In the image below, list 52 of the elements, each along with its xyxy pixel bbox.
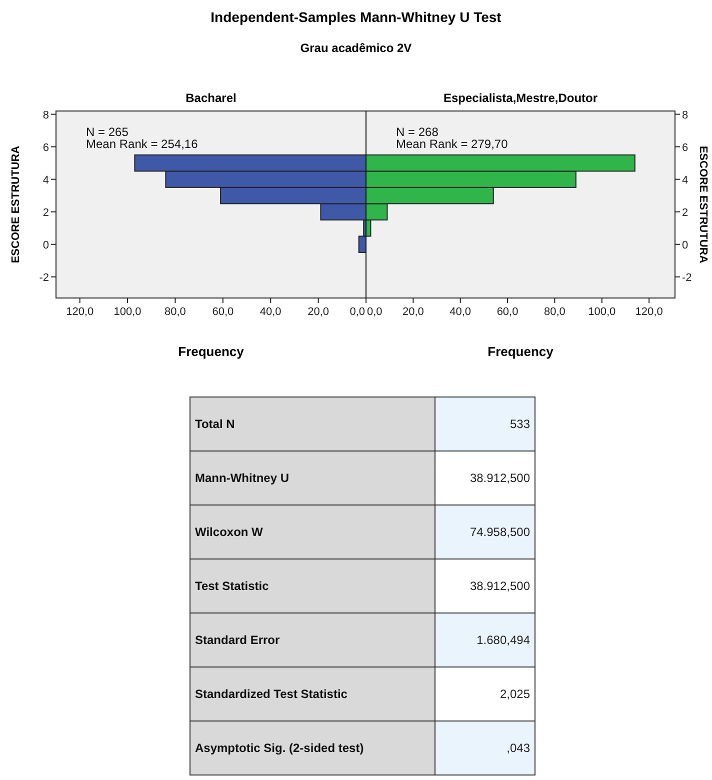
y-tick-label: -2 (682, 272, 692, 284)
category-label: Total N (195, 417, 235, 431)
category-label: Asymptotic Sig. (2-sided test) (195, 741, 364, 755)
category-label: Standardized Test Statistic (195, 687, 348, 701)
annotation: Mean Rank = 279,70 (396, 137, 508, 151)
x-tick-label: 100,0 (114, 306, 142, 318)
chart-title: Bacharel (186, 91, 236, 105)
x-tick-label: 40,0 (260, 306, 282, 318)
x-tick-label: 100,0 (588, 306, 616, 318)
category-label: Wilcoxon W (195, 525, 264, 539)
x-tick-label: 0,0 (350, 306, 365, 318)
x-tick-label: 120,0 (66, 306, 94, 318)
x-axis-title: Frequency (178, 344, 245, 359)
text: 74.958,500 (470, 525, 530, 539)
category-label: Mann-Whitney U (195, 471, 289, 485)
text: 533 (510, 417, 530, 431)
y-tick-label: 6 (42, 142, 49, 154)
y-axis-title: ESCORE ESTRUTURA (697, 146, 709, 264)
y-tick-label: 8 (682, 109, 688, 122)
chart-title: Especialista,Mestre,Doutor (443, 91, 598, 105)
annotation: Mean Rank = 254,16 (86, 137, 198, 151)
annotation: N = 268 (396, 125, 439, 139)
x-tick-label: 60,0 (496, 306, 518, 318)
text: 38.912,500 (470, 471, 530, 485)
y-tick-label: -2 (39, 272, 49, 284)
category-label: Standard Error (195, 633, 280, 647)
text: Independent-Samples Mann-Whitney U Test (210, 9, 502, 25)
text: Grau acadêmico 2V (300, 41, 412, 55)
y-tick-label: 2 (682, 206, 688, 219)
x-axis-title: Frequency (488, 344, 554, 359)
text: ,043 (506, 741, 530, 755)
y-axis-title: ESCORE ESTRUTURA (10, 146, 22, 264)
x-tick-label: 0,0 (367, 306, 382, 318)
x-tick-label: 60,0 (212, 306, 234, 318)
text: 2,025 (500, 687, 530, 701)
x-tick-label: 120,0 (635, 306, 663, 318)
y-tick-label: 6 (682, 142, 688, 154)
text: 1.680,494 (476, 633, 530, 647)
y-tick-label: 0 (682, 239, 688, 252)
y-tick-label: 8 (42, 109, 49, 122)
y-tick-label: 4 (682, 174, 688, 186)
y-tick-label: 4 (42, 174, 49, 186)
x-tick-label: 20,0 (308, 306, 330, 318)
x-tick-label: 80,0 (164, 306, 186, 318)
y-tick-label: 0 (42, 239, 49, 252)
text: 38.912,500 (470, 579, 530, 593)
x-tick-label: 40,0 (450, 306, 472, 318)
y-tick-label: 2 (42, 206, 49, 219)
annotation: N = 265 (86, 125, 129, 139)
category-label: Test Statistic (195, 579, 270, 593)
x-tick-label: 20,0 (402, 306, 424, 318)
x-tick-label: 80,0 (544, 306, 566, 318)
